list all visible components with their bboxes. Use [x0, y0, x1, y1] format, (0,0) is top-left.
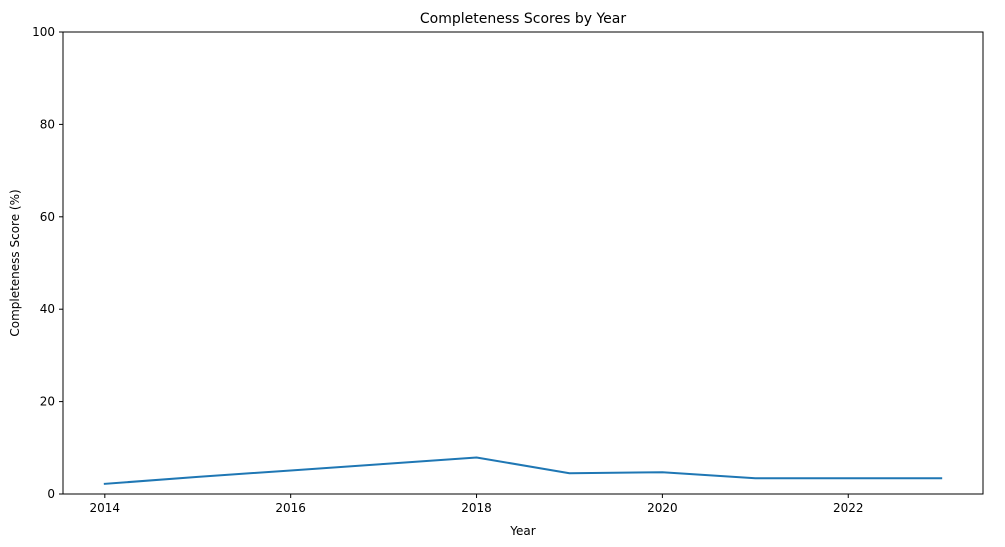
y-tick-label: 100	[32, 25, 55, 39]
y-tick-label: 0	[47, 487, 55, 501]
series-line-0	[103, 456, 943, 485]
y-tick-label: 80	[40, 117, 55, 131]
plot-frame	[62, 31, 984, 495]
y-tick-label: 40	[40, 302, 55, 316]
x-tick-label: 2020	[647, 501, 678, 515]
y-axis-label: Completeness Score (%)	[8, 189, 22, 336]
y-tick-label: 20	[40, 395, 55, 409]
x-axis-label: Year	[509, 524, 535, 538]
x-tick-label: 2016	[275, 501, 306, 515]
chart-title: Completeness Scores by Year	[420, 11, 626, 27]
x-tick-label: 2022	[833, 501, 864, 515]
x-tick-label: 2014	[90, 501, 121, 515]
plot-area: 2014 2016 2018 2020 2022 0 20 40 60 80 100	[32, 25, 984, 515]
x-tick-label: 2018	[461, 501, 492, 515]
y-tick-label: 60	[40, 210, 55, 224]
